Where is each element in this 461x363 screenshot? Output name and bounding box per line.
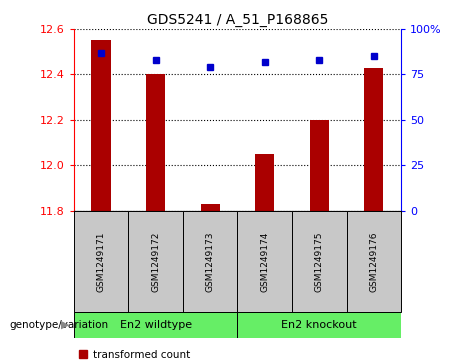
Text: ▶: ▶ [61,320,69,330]
Bar [255,154,274,211]
Text: GSM1249176: GSM1249176 [369,231,378,291]
Bar [201,204,220,211]
Bar [347,211,401,312]
Bar [237,312,401,338]
Bar [310,120,329,211]
Text: GSM1249174: GSM1249174 [260,231,269,291]
Bar [183,211,237,312]
Text: GSM1249171: GSM1249171 [96,231,106,291]
Bar [91,40,111,211]
Bar [364,68,384,211]
Bar [128,211,183,312]
Text: En2 wildtype: En2 wildtype [119,320,192,330]
Bar [292,211,347,312]
Text: En2 knockout: En2 knockout [281,320,357,330]
Text: genotype/variation: genotype/variation [9,320,108,330]
Bar [74,312,237,338]
Text: GSM1249173: GSM1249173 [206,231,215,291]
Legend: transformed count, percentile rank within the sample: transformed count, percentile rank withi… [79,350,268,363]
Text: GSM1249172: GSM1249172 [151,231,160,291]
Bar [74,211,128,312]
Title: GDS5241 / A_51_P168865: GDS5241 / A_51_P168865 [147,13,328,26]
Bar [146,74,165,211]
Text: GSM1249175: GSM1249175 [315,231,324,291]
Bar [237,211,292,312]
